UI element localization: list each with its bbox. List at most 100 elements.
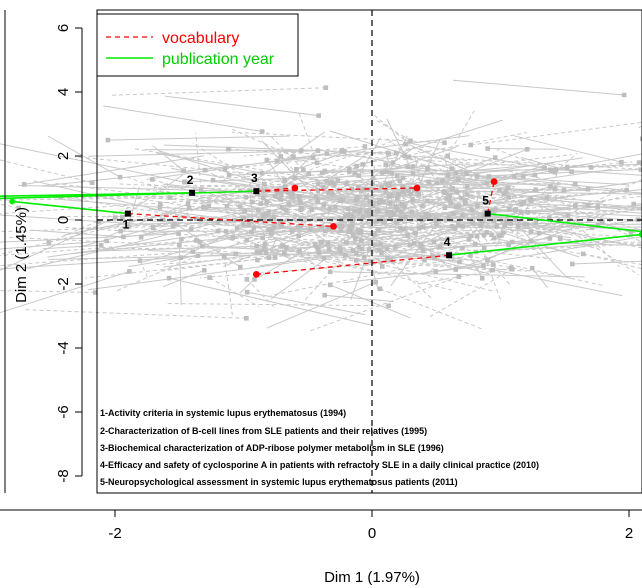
background-point bbox=[198, 187, 204, 192]
background-point bbox=[259, 170, 265, 176]
background-point bbox=[480, 213, 486, 218]
background-point bbox=[378, 241, 383, 247]
background-point bbox=[533, 220, 539, 225]
background-point bbox=[93, 290, 98, 295]
background-link bbox=[637, 217, 642, 221]
background-point bbox=[398, 225, 403, 231]
background-point bbox=[456, 177, 461, 182]
background-point bbox=[434, 221, 439, 227]
background-point bbox=[405, 233, 410, 239]
background-point bbox=[326, 247, 332, 252]
background-point bbox=[518, 210, 524, 215]
document-label-3: 3 bbox=[251, 171, 258, 185]
background-link bbox=[297, 196, 358, 199]
background-point bbox=[388, 257, 394, 263]
background-point bbox=[430, 253, 435, 259]
background-point bbox=[380, 218, 386, 224]
background-link bbox=[257, 170, 350, 182]
background-link bbox=[0, 196, 247, 215]
x-tick-label: 0 bbox=[368, 525, 376, 542]
background-point bbox=[297, 197, 302, 202]
background-point bbox=[313, 194, 319, 200]
background-link bbox=[560, 238, 642, 246]
background-point bbox=[529, 265, 535, 271]
background-point bbox=[327, 269, 333, 275]
background-point bbox=[324, 151, 330, 156]
background-point bbox=[354, 163, 359, 169]
background-link bbox=[281, 191, 454, 198]
background-point bbox=[310, 155, 316, 161]
background-point bbox=[347, 228, 353, 233]
background-point bbox=[242, 208, 248, 214]
background-point bbox=[406, 154, 411, 160]
y-axis-title: Dim 2 (1.45%) bbox=[13, 207, 30, 303]
background-point bbox=[381, 200, 386, 205]
background-link bbox=[297, 160, 392, 174]
background-point bbox=[344, 240, 349, 245]
vocabulary-point-3 bbox=[413, 184, 421, 192]
background-point bbox=[296, 233, 301, 238]
background-link bbox=[386, 138, 462, 199]
background-point bbox=[588, 165, 594, 170]
background-point bbox=[350, 218, 355, 224]
background-link bbox=[446, 195, 485, 248]
background-point bbox=[244, 289, 250, 295]
background-point bbox=[445, 173, 451, 178]
background-point bbox=[544, 195, 550, 200]
background-point bbox=[335, 224, 341, 229]
background-link bbox=[0, 197, 171, 201]
background-point bbox=[354, 197, 359, 202]
background-link bbox=[107, 135, 290, 141]
background-link bbox=[0, 270, 130, 314]
background-point bbox=[564, 165, 570, 171]
background-point bbox=[509, 239, 515, 245]
background-link bbox=[452, 79, 625, 96]
background-point bbox=[243, 195, 249, 200]
background-link bbox=[300, 209, 459, 252]
background-point bbox=[167, 195, 173, 200]
background-link bbox=[554, 152, 578, 173]
background-point bbox=[327, 180, 333, 186]
background-link bbox=[404, 155, 642, 170]
background-point bbox=[457, 259, 462, 265]
background-point bbox=[505, 185, 511, 191]
background-point bbox=[16, 205, 21, 211]
background-point bbox=[513, 215, 518, 221]
background-link bbox=[386, 118, 414, 174]
background-point bbox=[202, 167, 208, 173]
background-point bbox=[292, 175, 298, 181]
background-point bbox=[512, 173, 517, 179]
background-point bbox=[373, 279, 378, 285]
vocabulary-point-4 bbox=[252, 271, 260, 278]
background-point bbox=[278, 197, 283, 202]
background-point bbox=[289, 195, 295, 200]
background-point bbox=[215, 220, 221, 225]
background-link bbox=[527, 202, 604, 213]
background-point bbox=[340, 197, 345, 203]
background-link bbox=[332, 193, 427, 199]
background-link bbox=[183, 184, 324, 188]
background-point bbox=[256, 208, 261, 213]
background-point bbox=[230, 235, 235, 240]
background-point bbox=[261, 188, 266, 194]
background-point bbox=[600, 219, 605, 225]
background-link bbox=[403, 228, 448, 267]
background-link bbox=[129, 187, 282, 208]
background-point bbox=[440, 178, 445, 184]
background-point bbox=[484, 230, 490, 235]
background-point bbox=[469, 233, 474, 239]
background-point bbox=[372, 242, 377, 247]
background-point bbox=[343, 213, 348, 219]
background-point bbox=[286, 202, 292, 207]
background-point bbox=[368, 258, 373, 264]
annotation-1: 1-Activity criteria in systemic lupus er… bbox=[100, 408, 346, 418]
background-point bbox=[315, 198, 321, 204]
background-point bbox=[595, 204, 600, 210]
background-link bbox=[195, 132, 202, 190]
background-point bbox=[323, 228, 328, 234]
reference-lines bbox=[97, 10, 642, 493]
background-link bbox=[422, 241, 502, 252]
background-point bbox=[464, 184, 470, 189]
background-link bbox=[47, 135, 121, 178]
background-point bbox=[347, 169, 352, 174]
